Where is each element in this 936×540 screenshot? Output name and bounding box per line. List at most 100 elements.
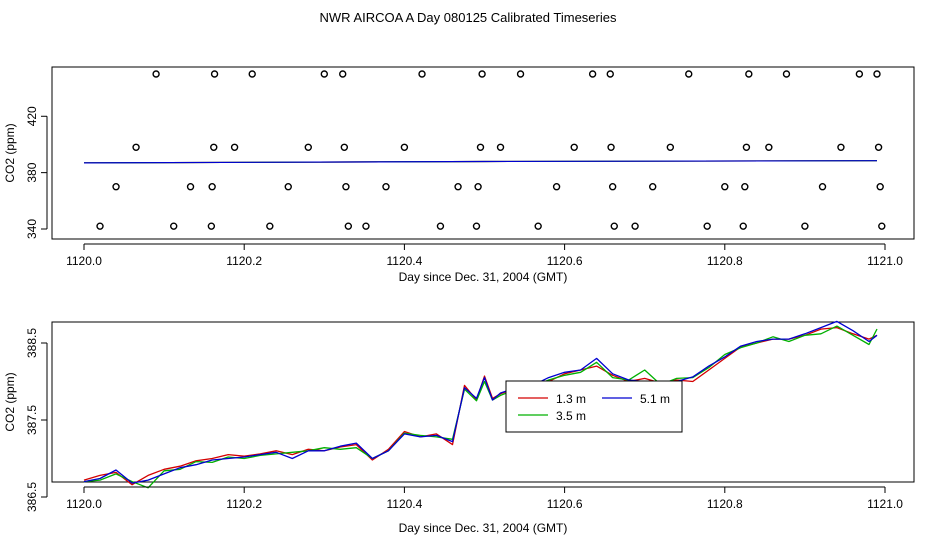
legend-label-3-5m: 3.5 m (556, 409, 586, 423)
bottom-y-tick-label: 386.5 (25, 482, 39, 512)
scatter-point (874, 143, 883, 151)
scatter-point (418, 70, 426, 78)
top-x-tick-label: 1121.0 (867, 254, 903, 268)
scatter-point (703, 222, 711, 230)
top-panel: 1120.0 1120.2 1120.4 1120.6 1120.8 1121.0 340… (3, 66, 915, 284)
scatter-point (472, 222, 481, 230)
scatter-point (320, 70, 328, 78)
bottom-plot-frame (51, 321, 915, 483)
scatter-point (496, 143, 505, 151)
legend-label-1-3m: 1.3 m (556, 392, 586, 406)
scatter-point (782, 70, 791, 78)
scatter-point (186, 183, 195, 191)
bottom-y-tick-label: 388.5 (25, 328, 39, 358)
top-y-ticks: 340 380 420 (25, 106, 48, 239)
scatter-point (210, 143, 218, 151)
scatter-point (765, 143, 773, 151)
bottom-x-tick-label: 1120.8 (707, 497, 743, 511)
scatter-point (304, 143, 312, 151)
top-x-axis-label: Day since Dec. 31, 2004 (GMT) (399, 270, 568, 284)
bottom-series-line-0 (83, 326, 878, 486)
bottom-y-ticks: 386.5 387.5 388.5 (25, 328, 48, 512)
bottom-x-axis-label: Day since Dec. 31, 2004 (GMT) (399, 521, 568, 535)
scatter-point (649, 183, 657, 191)
top-x-ticks: 1120.0 1120.2 1120.4 1120.6 1120.8 1121.0 (66, 243, 903, 268)
top-x-tick-label: 1120.2 (226, 254, 262, 268)
scatter-point (152, 70, 160, 78)
scatter-point (739, 222, 747, 230)
scatter-point (552, 183, 561, 191)
scatter-point (742, 143, 751, 151)
top-y-tick-label: 340 (25, 219, 39, 239)
bottom-series-lines (83, 320, 878, 489)
top-series-line-2 (83, 160, 878, 164)
scatter-point (230, 143, 239, 151)
top-x-tick-label: 1120.0 (66, 254, 102, 268)
top-x-tick-label: 1120.6 (547, 254, 583, 268)
scatter-point (570, 143, 578, 151)
scatter-point (721, 183, 729, 191)
scatter-point (741, 183, 749, 191)
scatter-point (685, 70, 693, 78)
scatter-point (344, 222, 353, 230)
bottom-x-tick-label: 1120.0 (66, 497, 102, 511)
scatter-point (588, 70, 597, 78)
scatter-point (607, 143, 615, 151)
scatter-point (666, 143, 675, 151)
scatter-point (474, 183, 482, 191)
top-plot-frame (51, 66, 915, 240)
scatter-point (284, 183, 292, 191)
scatter-point (454, 183, 462, 191)
legend-label-5-1m: 5.1 m (640, 392, 670, 406)
scatter-point (855, 70, 864, 78)
bottom-panel: 1120.0 1120.2 1120.4 1120.6 1120.8 1121.0 386… (3, 320, 915, 535)
top-x-tick-label: 1120.8 (707, 254, 743, 268)
scatter-point (208, 183, 216, 191)
scatter-point (207, 222, 216, 230)
bottom-x-ticks: 1120.0 1120.2 1120.4 1120.6 1120.8 1121.0 (66, 486, 903, 511)
scatter-point (878, 222, 886, 230)
bottom-x-tick-label: 1120.6 (547, 497, 583, 511)
bottom-x-tick-label: 1120.2 (226, 497, 262, 511)
scatter-point (170, 222, 178, 230)
scatter-point (96, 222, 104, 230)
bottom-series-line-1 (83, 325, 878, 489)
scatter-point (476, 143, 485, 151)
scatter-point (818, 183, 827, 191)
scatter-point (534, 222, 542, 230)
scatter-point (340, 143, 349, 151)
scatter-point (382, 183, 390, 191)
scatter-point (516, 70, 525, 78)
scatter-point (801, 222, 809, 230)
bottom-series-line-2 (83, 320, 878, 484)
top-x-tick-label: 1120.4 (386, 254, 422, 268)
top-scatter-points (96, 70, 886, 230)
bottom-y-tick-label: 387.5 (25, 405, 39, 435)
scatter-point (631, 222, 639, 230)
scatter-point (362, 222, 370, 230)
scatter-point (876, 183, 884, 191)
scatter-point (132, 143, 140, 151)
scatter-point (608, 183, 617, 191)
scatter-point (210, 70, 219, 78)
scatter-point (266, 222, 274, 230)
scatter-point (248, 70, 256, 78)
scatter-point (400, 143, 409, 151)
scatter-point (112, 183, 120, 191)
scatter-point (745, 70, 753, 78)
scatter-point (339, 70, 347, 78)
bottom-y-axis-label: CO2 (ppm) (3, 372, 17, 431)
chart-title: NWR AIRCOA A Day 080125 Calibrated Times… (320, 10, 617, 25)
top-y-axis-label: CO2 (ppm) (3, 123, 17, 182)
top-y-tick-label: 420 (25, 106, 39, 126)
scatter-point (478, 70, 486, 78)
top-y-tick-label: 380 (25, 162, 39, 182)
scatter-point (342, 183, 350, 191)
scatter-point (610, 222, 618, 230)
scatter-point (873, 70, 881, 78)
scatter-point (837, 143, 845, 151)
bottom-x-tick-label: 1120.4 (386, 497, 422, 511)
top-series-lines (83, 160, 878, 164)
bottom-x-tick-label: 1121.0 (867, 497, 903, 511)
